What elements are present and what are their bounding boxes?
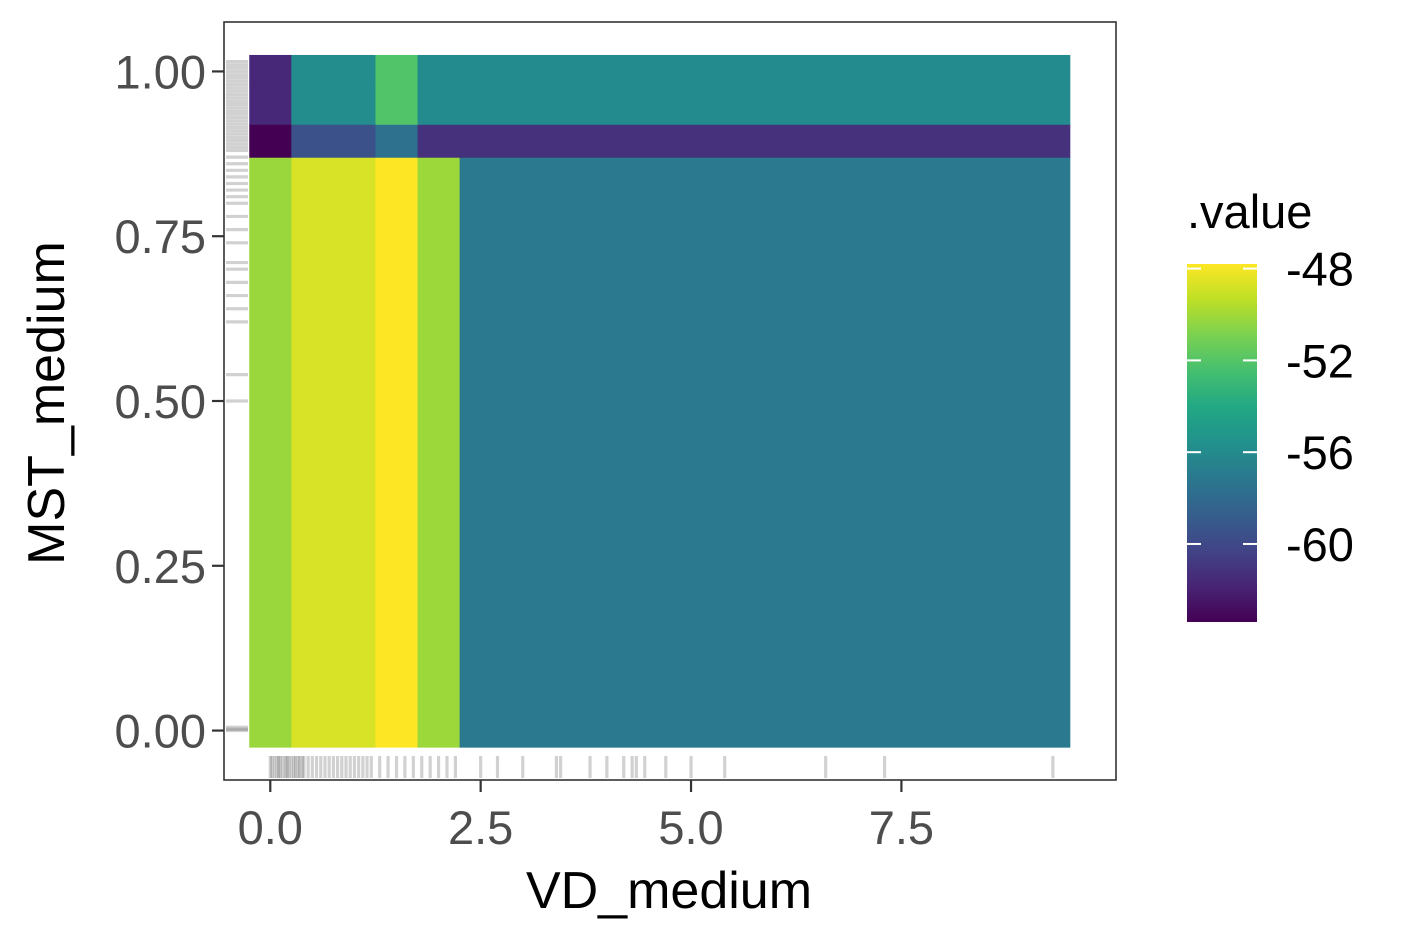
heatmap-cell (417, 81, 461, 125)
heatmap-cell (417, 157, 461, 748)
x-tick-label: 2.5 (448, 801, 513, 854)
y-tick-label: 0.25 (115, 540, 206, 593)
heatmap-cell (291, 157, 377, 748)
heatmap-cell (459, 81, 1071, 125)
legend-break-label: -56 (1286, 426, 1354, 479)
heatmap-cell (459, 124, 1071, 158)
x-tick-label: 5.0 (658, 801, 723, 854)
legend: .value -48 -52 -56 -60 (1187, 185, 1354, 622)
x-axis-title: VD_medium (526, 862, 812, 920)
heatmap-cell (249, 81, 292, 125)
y-axis-title: MST_medium (18, 241, 76, 565)
heatmap-cell (291, 54, 377, 82)
x-axis: 0.0 2.5 5.0 7.5 (238, 780, 934, 854)
heatmap-cell (375, 124, 419, 158)
legend-break-label: -52 (1286, 334, 1354, 387)
y-tick-label: 0.50 (115, 375, 206, 428)
heatmap-cell (375, 54, 419, 82)
heatmap-cell (417, 124, 461, 158)
x-tick-label: 7.5 (869, 801, 934, 854)
legend-title: .value (1187, 185, 1312, 238)
rug-marks (226, 59, 1055, 778)
heatmap-cell (459, 54, 1071, 82)
heatmap-cell (417, 54, 461, 82)
y-tick-label: 0.75 (115, 210, 206, 263)
heatmap-cell (375, 157, 419, 748)
legend-colorbar (1187, 264, 1257, 622)
y-tick-label: 0.00 (115, 705, 206, 758)
heatmap-cell (291, 124, 377, 158)
heatmap-cell (459, 157, 1071, 748)
heatmap-cells (249, 54, 1071, 748)
legend-break-label: -48 (1286, 243, 1354, 296)
heatmap-cell (249, 124, 292, 158)
y-tick-label: 1.00 (115, 45, 206, 98)
heatmap-cell (249, 157, 292, 748)
heatmap-cell (249, 54, 292, 82)
x-tick-label: 0.0 (238, 801, 303, 854)
y-axis: 0.00 0.25 0.50 0.75 1.00 (115, 45, 224, 758)
heatmap-cell (375, 81, 419, 125)
heatmap-cell (291, 81, 377, 125)
legend-break-label: -60 (1286, 518, 1354, 571)
